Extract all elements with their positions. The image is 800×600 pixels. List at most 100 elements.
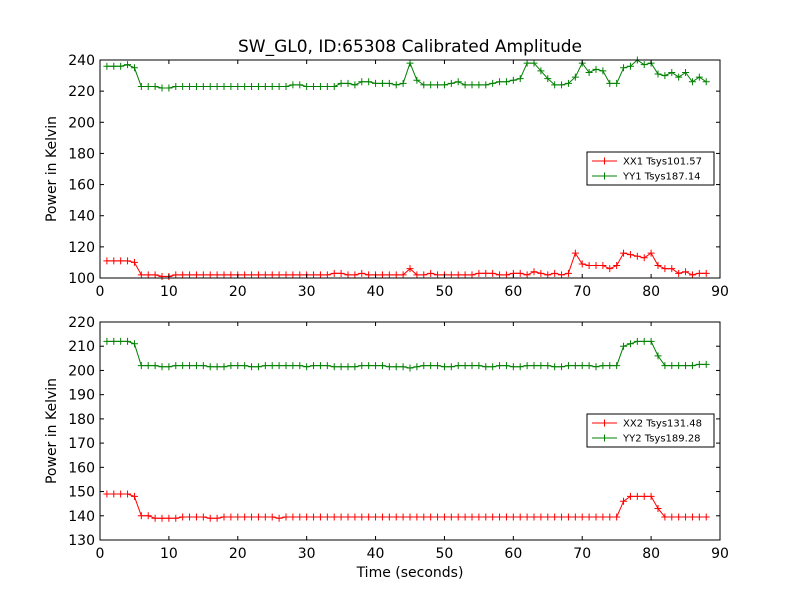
y-tick-label: 180 — [68, 412, 95, 428]
data-point — [378, 79, 386, 87]
data-point — [668, 68, 676, 76]
legend-label: XX2 Tsys131.48 — [623, 419, 702, 430]
y-tick-label: 160 — [68, 178, 95, 194]
data-point — [199, 362, 207, 370]
data-point — [571, 73, 579, 81]
plot-frame — [99, 321, 721, 541]
data-point — [365, 271, 373, 279]
data-point — [420, 513, 428, 521]
data-point — [337, 513, 345, 521]
data-point — [124, 490, 132, 498]
data-point — [647, 337, 655, 345]
data-point — [633, 492, 641, 500]
data-point — [530, 362, 538, 370]
data-point — [482, 513, 490, 521]
data-point — [172, 514, 180, 522]
data-point — [496, 513, 504, 521]
data-point — [606, 265, 614, 273]
data-point — [158, 514, 166, 522]
data-point — [675, 362, 683, 370]
data-point — [241, 82, 249, 90]
data-point — [564, 513, 572, 521]
data-point — [592, 513, 600, 521]
data-point — [378, 362, 386, 370]
bottom-panel: 0 10 20 30 40 50 60 70 80 90 130 140 150 160 170 180 190… — [68, 315, 729, 562]
data-point — [633, 252, 641, 260]
data-point — [303, 513, 311, 521]
data-point — [365, 513, 373, 521]
data-point — [323, 362, 331, 370]
data-point — [241, 513, 249, 521]
data-point — [509, 363, 517, 371]
data-point — [192, 362, 200, 370]
data-point — [558, 81, 566, 89]
data-point — [406, 265, 414, 273]
data-point — [454, 78, 462, 86]
data-point — [124, 257, 132, 265]
x-axis-label: Time (seconds) — [356, 565, 464, 581]
x-tick-label: 40 — [367, 546, 385, 562]
data-point — [461, 362, 469, 370]
data-point — [323, 271, 331, 279]
data-point — [110, 337, 118, 345]
series-2 — [103, 56, 710, 92]
data-point — [447, 79, 455, 87]
data-point — [385, 271, 393, 279]
y-tick-label: 200 — [68, 115, 95, 131]
data-point — [420, 271, 428, 279]
x-tick-label: 20 — [229, 284, 247, 300]
data-point — [206, 514, 214, 522]
data-point — [502, 271, 510, 279]
data-point — [440, 513, 448, 521]
data-point — [303, 363, 311, 371]
data-point — [124, 61, 132, 69]
data-point — [254, 513, 262, 521]
data-point — [606, 79, 614, 87]
data-point — [599, 362, 607, 370]
data-point — [103, 337, 111, 345]
data-point — [248, 271, 256, 279]
data-point — [399, 271, 407, 279]
data-point — [489, 513, 497, 521]
data-point — [310, 82, 318, 90]
series-1 — [103, 249, 710, 280]
data-point — [117, 257, 125, 265]
legend: XX1 Tsys101.57 YY1 Tsys187.14 — [586, 151, 715, 186]
data-point — [192, 271, 200, 279]
data-point — [626, 62, 634, 70]
data-point — [578, 362, 586, 370]
data-point — [392, 81, 400, 89]
data-point — [585, 68, 593, 76]
data-point — [661, 72, 669, 80]
data-point — [227, 513, 235, 521]
data-point — [358, 513, 366, 521]
data-point — [186, 82, 194, 90]
data-point — [564, 79, 572, 87]
data-point — [206, 271, 214, 279]
legend-marker — [601, 172, 608, 180]
data-point — [688, 362, 696, 370]
data-point — [234, 513, 242, 521]
data-point — [192, 82, 200, 90]
data-point — [137, 512, 145, 520]
data-point — [413, 363, 421, 371]
data-point — [110, 62, 118, 70]
data-point — [468, 513, 476, 521]
data-point — [392, 363, 400, 371]
data-point — [682, 268, 690, 276]
x-tick-label: 40 — [367, 284, 385, 300]
data-point — [475, 513, 483, 521]
data-point — [551, 513, 559, 521]
data-point — [702, 360, 710, 368]
data-point — [695, 360, 703, 368]
x-tick-label: 90 — [711, 546, 729, 562]
data-point — [213, 363, 221, 371]
data-point — [385, 363, 393, 371]
data-point — [241, 271, 249, 279]
data-point — [137, 271, 145, 279]
data-point — [688, 513, 696, 521]
data-point — [668, 513, 676, 521]
data-point — [523, 513, 531, 521]
data-point — [530, 59, 538, 67]
data-point — [496, 78, 504, 86]
